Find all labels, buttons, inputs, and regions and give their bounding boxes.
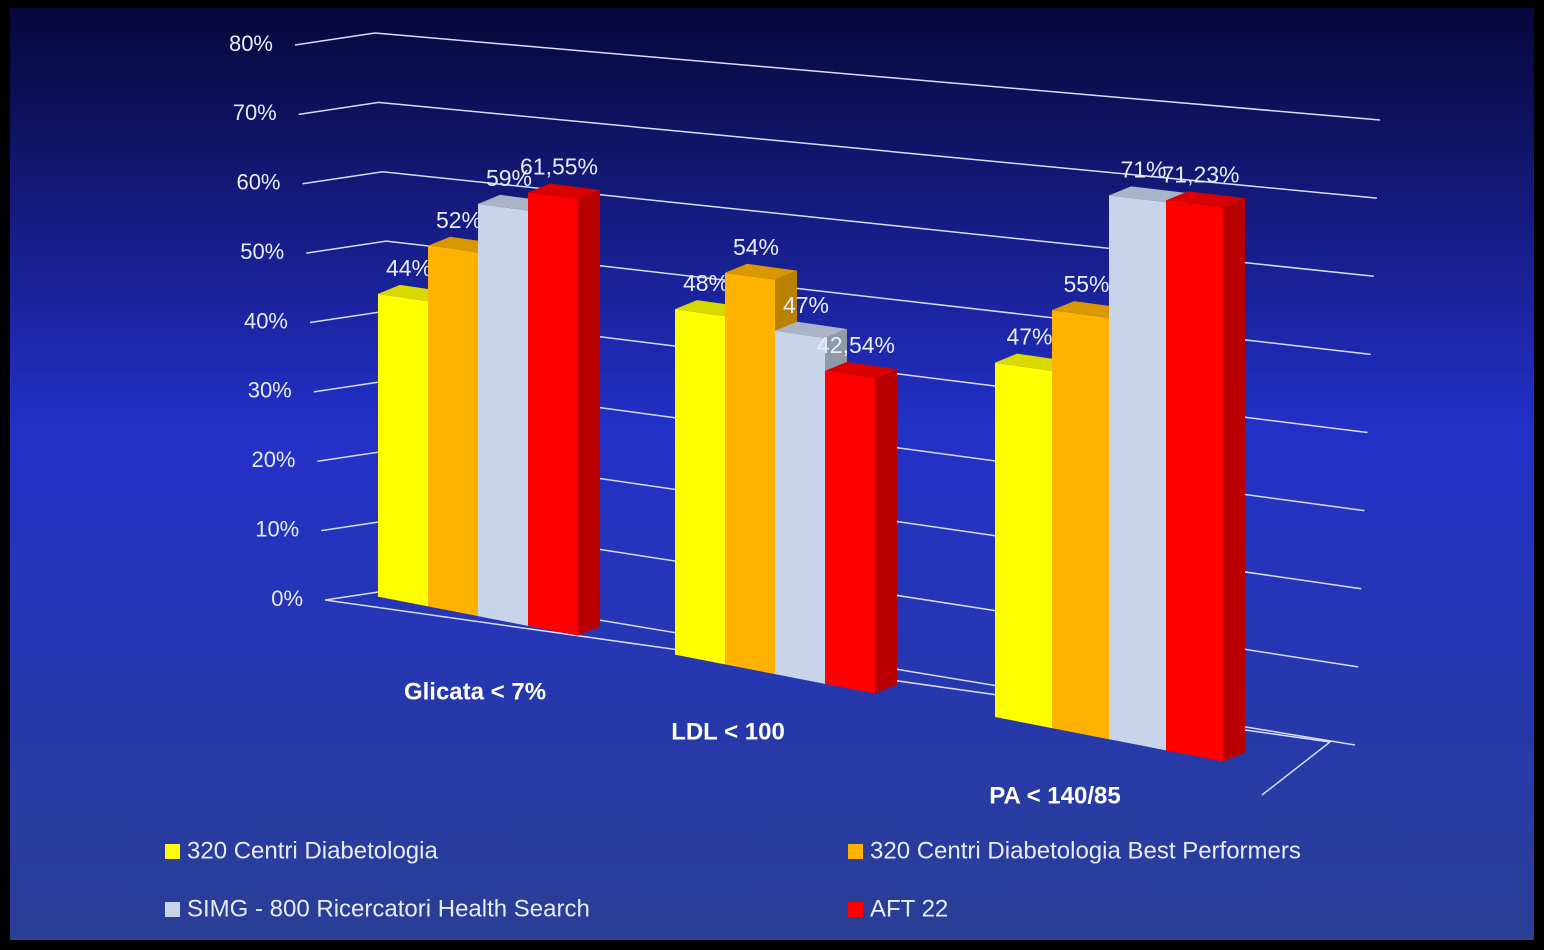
legend-label: SIMG - 800 Ricercatori Health Search <box>187 895 590 922</box>
grid-line <box>302 170 1374 277</box>
bar <box>725 272 775 675</box>
grid-line <box>306 240 1371 356</box>
grid-line <box>294 32 1381 121</box>
legend-label: 320 Centri Diabetologia <box>187 837 438 864</box>
y-tick-label: 30% <box>248 378 292 403</box>
value-label: 47% <box>783 292 829 318</box>
bar <box>478 203 528 626</box>
bar <box>1052 310 1109 740</box>
x-tick-label: PA < 140/85 <box>989 782 1120 809</box>
bar-side <box>1223 198 1245 762</box>
y-tick-label: 50% <box>240 239 284 264</box>
bar-top <box>1166 191 1245 208</box>
bar-top <box>1109 186 1188 203</box>
value-label: 61,55% <box>520 154 598 180</box>
floor-edge <box>324 599 1332 796</box>
legend-label: AFT 22 <box>870 895 948 922</box>
legend-label: 320 Centri Diabetologia Best Performers <box>870 837 1301 864</box>
y-tick-label: 40% <box>244 308 288 333</box>
x-tick-label: LDL < 100 <box>671 718 785 745</box>
y-tick-label: 60% <box>236 170 280 195</box>
value-label: 52% <box>436 207 482 233</box>
legend-swatch <box>848 902 863 917</box>
y-tick-label: 70% <box>233 100 277 125</box>
bar <box>675 309 725 665</box>
bar-top <box>775 321 847 339</box>
legend-swatch <box>165 902 180 917</box>
value-label: 71,23% <box>1161 161 1239 187</box>
bar <box>528 192 578 636</box>
bar-top <box>528 183 600 199</box>
value-label: 71% <box>1120 156 1166 182</box>
grid-line <box>298 101 1377 199</box>
value-label: 54% <box>733 234 779 260</box>
value-label: 59% <box>486 165 532 191</box>
value-label: 44% <box>386 255 432 281</box>
bar <box>825 370 875 694</box>
y-tick-label: 20% <box>251 447 295 472</box>
bar <box>995 362 1052 729</box>
y-tick-label: 0% <box>271 586 303 611</box>
legend-swatch <box>165 844 180 859</box>
bar <box>1166 200 1223 762</box>
value-label: 47% <box>1006 324 1052 350</box>
y-tick-label: 10% <box>255 516 299 541</box>
value-label: 55% <box>1063 271 1109 297</box>
y-tick-label: 80% <box>229 31 273 56</box>
bar <box>1109 195 1166 751</box>
value-label: 42,54% <box>817 332 895 358</box>
x-tick-label: Glicata < 7% <box>404 678 546 705</box>
bar-side <box>578 189 600 636</box>
value-label: 48% <box>683 270 729 296</box>
bar-top <box>725 263 797 280</box>
bar <box>775 330 825 684</box>
bar-side <box>875 369 897 694</box>
bar <box>378 293 428 607</box>
bar <box>428 245 478 617</box>
bar-top <box>825 361 897 379</box>
legend-swatch <box>848 844 863 859</box>
